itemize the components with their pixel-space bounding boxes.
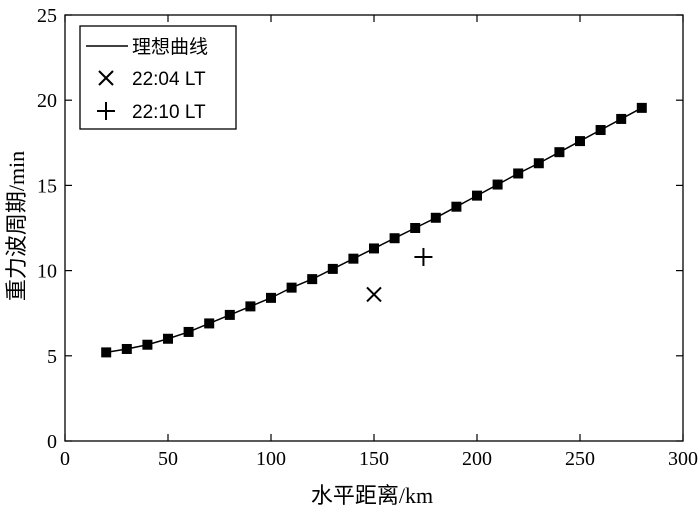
ideal-curve-marker [369,243,379,254]
ideal-curve-marker [121,343,132,354]
legend-label-2204: 22:04 LT [132,69,206,90]
legend-plus-symbol [97,102,115,120]
ideal-curve-marker [575,136,585,147]
ideal-curve-marker [472,190,482,201]
ideal-curve-marker [327,263,338,274]
ideal-curve-marker [492,179,503,190]
series-layer [101,102,647,358]
x-tick-label: 0 [60,448,70,470]
point-2210-plus-marker [414,247,433,266]
ideal-curve-marker [595,125,606,136]
y-tick-label: 0 [47,431,57,453]
ideal-curve-marker [163,333,173,344]
legend: 理想曲线 22:04 LT 22:10 LT [79,25,237,130]
ideal-curve-marker [266,292,276,303]
point-2204-x-marker [366,286,382,303]
ideal-curve-marker [451,201,462,212]
ideal-curve-marker [101,347,112,358]
ideal-curve-marker [389,233,400,244]
ideal-curve-marker [410,223,421,233]
ideal-curve-marker [616,113,627,124]
x-tick-label: 250 [565,448,595,470]
ideal-curve-marker [348,253,359,264]
ideal-curve-marker [513,168,524,179]
ideal-curve-marker [636,102,647,113]
ideal-curve-marker [533,158,544,169]
ideal-curve-marker [245,301,256,312]
ideal-curve-marker [142,339,153,350]
x-tick-label: 300 [668,448,698,470]
y-tick-label: 20 [37,90,57,112]
ideal-curve-marker [183,326,194,337]
ideal-curve-marker [224,309,235,320]
legend-x-symbol [98,70,114,86]
y-tick-label: 5 [47,346,57,368]
ideal-curve-marker [286,282,297,293]
axis-ticks: 0 50 100 150 200 250 300 0 5 10 15 20 25 [37,5,698,470]
ideal-curve-marker [307,274,318,285]
y-tick-label: 10 [37,261,57,283]
ideal-curve-marker [430,212,441,223]
ideal-curve-marker [204,318,215,329]
x-axis-title: 水平距离/km [311,483,433,508]
y-axis-title: 重力波周期/min [4,151,29,301]
x-tick-label: 200 [462,448,492,470]
x-tick-label: 150 [359,448,389,470]
y-tick-label: 15 [37,175,57,197]
x-tick-label: 100 [256,448,286,470]
ideal-curve-marker [554,147,565,158]
ideal-curve-line [106,107,643,354]
y-tick-label: 25 [37,5,57,27]
legend-label-2210: 22:10 LT [132,102,206,123]
legend-label-ideal: 理想曲线 [132,36,208,58]
x-tick-label: 50 [158,448,178,470]
